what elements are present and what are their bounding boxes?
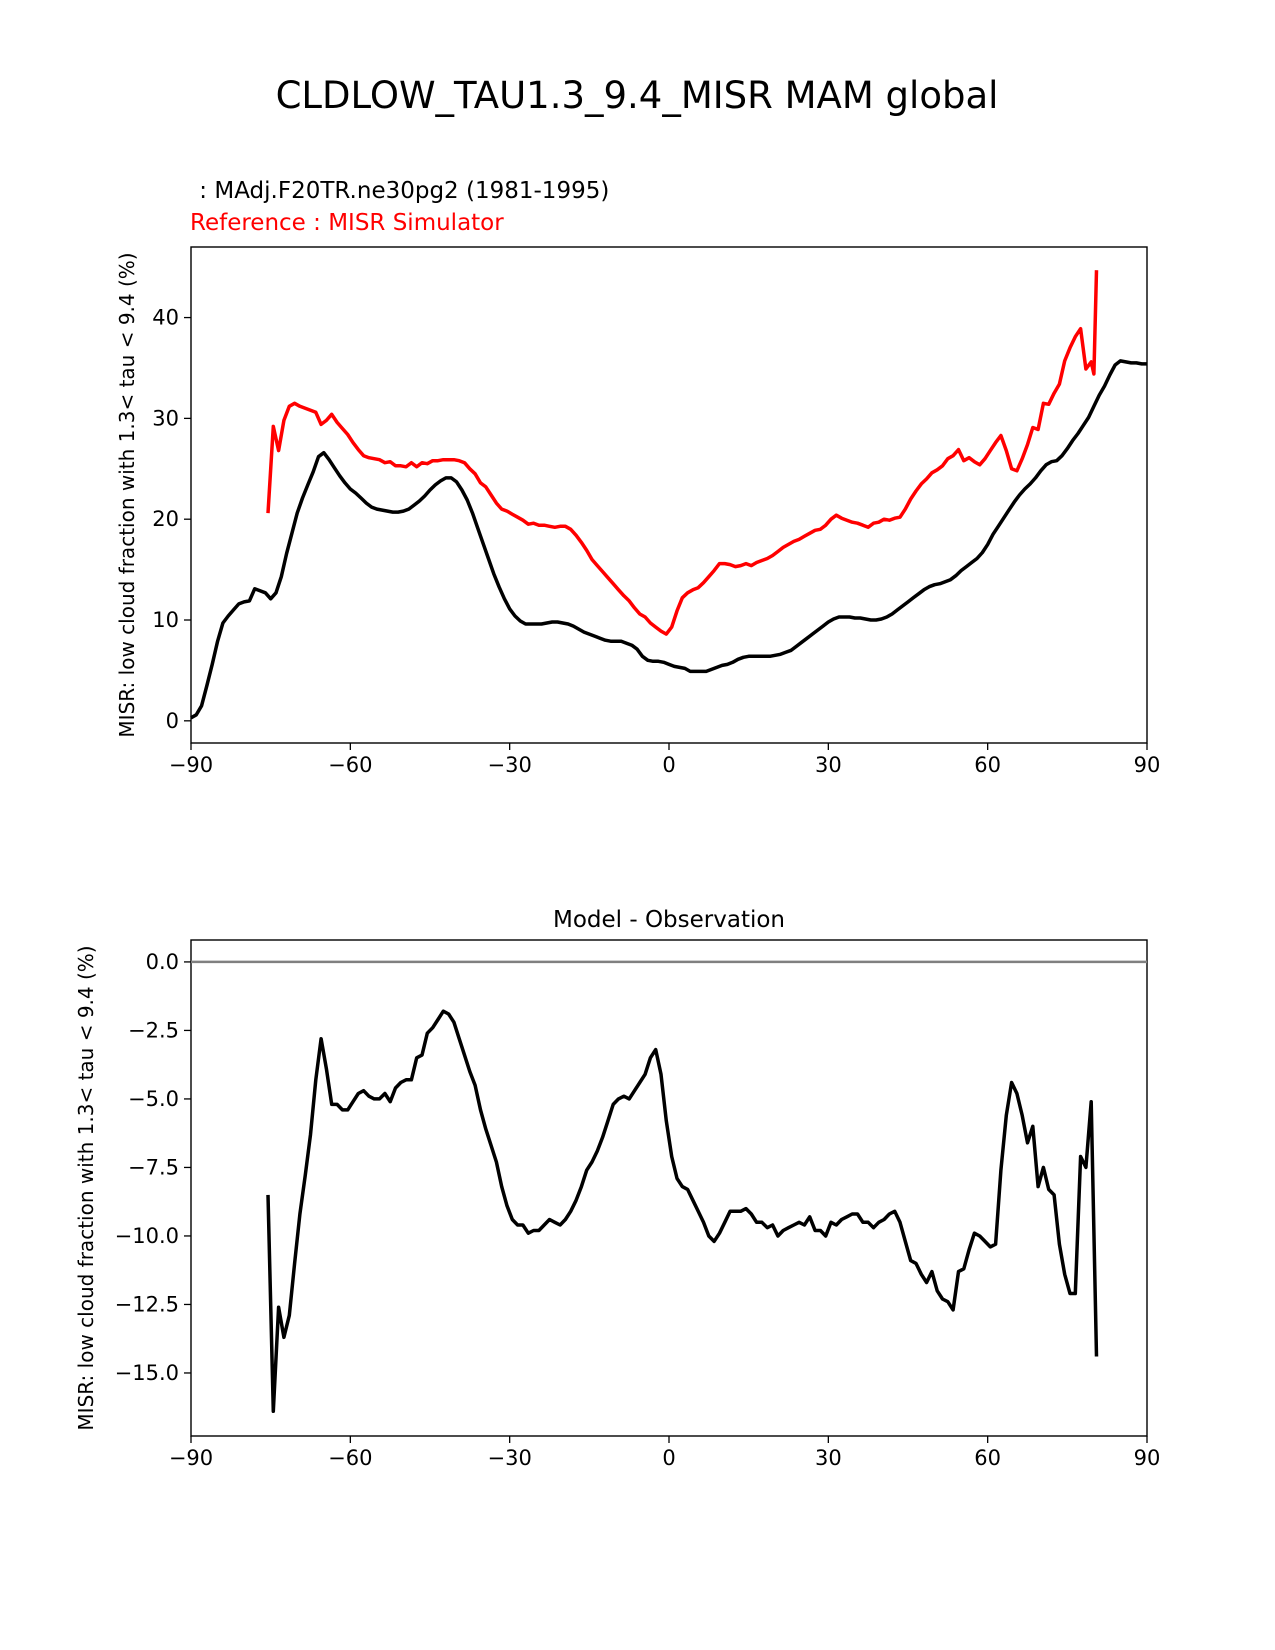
top-series-reference xyxy=(266,270,1099,636)
top-x-tick-label: −30 xyxy=(488,753,532,777)
figure-title: CLDLOW_TAU1.3_9.4_MISR MAM global xyxy=(276,74,999,117)
bottom-x-tick-label: 0 xyxy=(662,1446,675,1470)
top-y-axis-label: MISR: low cloud fraction with 1.3< tau <… xyxy=(115,252,139,737)
bottom-x-tick-label: −30 xyxy=(488,1446,532,1470)
top-ticks: −90 −60 −30 0 30 60 90 0 10 20 30 40 xyxy=(152,306,1160,777)
bottom-x-tick-label: −60 xyxy=(328,1446,372,1470)
top-panel: : MAdj.F20TR.ne30pg2 (1981-1995) Referen… xyxy=(115,178,1160,777)
top-lines xyxy=(190,270,1147,720)
bottom-y-tick-label: −2.5 xyxy=(128,1018,179,1042)
test-label: : MAdj.F20TR.ne30pg2 (1981-1995) xyxy=(192,178,609,204)
top-y-tick-label: 20 xyxy=(152,507,179,531)
bottom-y-tick-label: 0.0 xyxy=(146,950,179,974)
bottom-lines xyxy=(191,960,1147,1414)
bottom-y-tick-label: −7.5 xyxy=(128,1155,179,1179)
bottom-y-tick-label: −15.0 xyxy=(115,1361,179,1385)
bottom-panel-title: Model - Observation xyxy=(553,907,785,933)
bottom-series-model-observation xyxy=(266,1009,1099,1414)
top-plot-frame xyxy=(190,246,1148,744)
top-x-tick-label: 0 xyxy=(662,753,675,777)
top-y-tick-label: 10 xyxy=(152,608,179,632)
bottom-x-tick-label: 60 xyxy=(974,1446,1001,1470)
bottom-y-tick-label: −12.5 xyxy=(115,1292,179,1316)
top-series-model xyxy=(190,359,1147,720)
bottom-x-tick-label: −90 xyxy=(169,1446,213,1470)
bottom-y-tick-label: −10.0 xyxy=(115,1224,179,1248)
bottom-ticks: −90 −60 −30 0 30 60 90 0.0 −2.5 −5.0 −7.5 −10.0 −12.… xyxy=(115,950,1161,1470)
bottom-x-tick-label: 30 xyxy=(815,1446,842,1470)
bottom-y-tick-label: −5.0 xyxy=(128,1087,179,1111)
top-y-tick-label: 0 xyxy=(166,709,179,733)
bottom-x-tick-label: 90 xyxy=(1134,1446,1161,1470)
top-x-tick-label: 30 xyxy=(815,753,842,777)
bottom-plot-frame xyxy=(190,939,1148,1437)
top-x-tick-label: 90 xyxy=(1134,753,1161,777)
bottom-panel: Model - Observation −90 −60 −30 0 30 60 900.0−… xyxy=(74,907,1160,1470)
reference-label: Reference : MISR Simulator xyxy=(190,210,504,236)
top-y-tick-label: 40 xyxy=(152,306,179,330)
top-y-tick-label: 30 xyxy=(152,406,179,430)
top-x-tick-label: −60 xyxy=(328,753,372,777)
top-x-tick-label: −90 xyxy=(169,753,213,777)
bottom-y-axis-label: MISR: low cloud fraction with 1.3< tau <… xyxy=(74,945,98,1430)
top-x-tick-label: 60 xyxy=(974,753,1001,777)
